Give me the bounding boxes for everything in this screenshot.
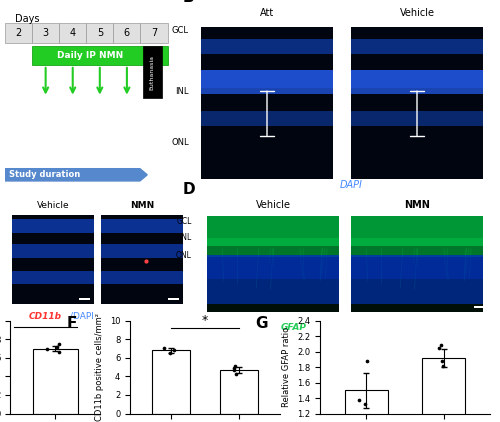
Y-axis label: CD11b positive cells/mm²: CD11b positive cells/mm²	[95, 313, 104, 421]
Text: *: *	[202, 314, 208, 327]
Point	[355, 396, 363, 403]
FancyBboxPatch shape	[32, 23, 59, 43]
Text: NMN: NMN	[130, 200, 154, 210]
Bar	[168, 298, 179, 300]
Bar	[201, 27, 333, 179]
Bar	[12, 244, 94, 258]
Bar	[101, 215, 182, 304]
Bar	[474, 306, 489, 308]
Bar	[351, 238, 483, 257]
Text: 6: 6	[124, 28, 130, 38]
Bar	[220, 370, 258, 414]
Text: Days: Days	[15, 14, 40, 24]
Bar	[201, 111, 333, 126]
Bar	[207, 216, 339, 312]
Point	[438, 362, 446, 369]
Bar	[351, 70, 483, 94]
FancyBboxPatch shape	[114, 23, 140, 43]
Point	[437, 342, 445, 349]
Text: 4: 4	[70, 28, 76, 38]
Text: GFAP: GFAP	[281, 323, 307, 332]
Point	[231, 363, 239, 370]
Text: /DAPI: /DAPI	[70, 312, 94, 321]
Bar	[351, 111, 483, 126]
Text: Euthanasia: Euthanasia	[150, 55, 155, 90]
Point	[166, 350, 174, 357]
Point	[55, 341, 63, 347]
Text: ONL: ONL	[172, 138, 189, 146]
Bar	[201, 70, 333, 88]
Text: ONL: ONL	[176, 251, 192, 260]
Bar	[351, 27, 483, 179]
Bar	[143, 46, 162, 98]
Text: INL: INL	[180, 233, 192, 242]
Text: 5: 5	[96, 28, 103, 38]
Bar	[351, 39, 483, 54]
Text: Vehicle: Vehicle	[256, 200, 290, 210]
FancyBboxPatch shape	[5, 23, 32, 43]
Text: G: G	[256, 316, 268, 331]
Bar	[207, 216, 339, 246]
Point	[160, 344, 168, 351]
Text: 3: 3	[42, 28, 48, 38]
FancyBboxPatch shape	[86, 23, 114, 43]
Bar	[12, 219, 94, 233]
Bar	[351, 70, 483, 88]
Bar	[207, 238, 339, 257]
Text: Study duration: Study duration	[9, 170, 80, 179]
Bar	[201, 70, 333, 94]
Text: CD11b: CD11b	[29, 312, 62, 321]
Bar	[345, 390, 388, 422]
Text: 2: 2	[16, 28, 22, 38]
Text: Vehicle: Vehicle	[400, 8, 434, 18]
Point	[435, 344, 443, 351]
Point	[230, 367, 238, 373]
Text: INL: INL	[176, 87, 189, 97]
FancyBboxPatch shape	[140, 23, 168, 43]
Point	[232, 370, 240, 377]
Point	[438, 357, 446, 364]
Bar	[79, 298, 90, 300]
FancyBboxPatch shape	[59, 23, 86, 43]
Bar	[32, 46, 168, 65]
Point	[43, 345, 51, 352]
Bar	[207, 255, 339, 303]
Point	[362, 401, 370, 408]
Bar	[101, 271, 182, 284]
Text: GCL: GCL	[176, 217, 192, 226]
Text: Att: Att	[260, 8, 274, 18]
Bar	[351, 216, 483, 312]
FancyArrow shape	[5, 169, 147, 181]
Bar	[12, 271, 94, 284]
Point	[363, 357, 371, 364]
Bar	[351, 216, 483, 246]
Bar	[101, 219, 182, 233]
Bar	[422, 358, 465, 422]
Bar	[207, 255, 339, 279]
Text: /DAPI: /DAPI	[333, 323, 357, 332]
Bar	[351, 255, 483, 279]
Bar	[351, 255, 483, 303]
Point	[56, 349, 64, 356]
Point	[230, 365, 237, 371]
Point	[170, 346, 178, 353]
Text: Daily IP NMN: Daily IP NMN	[57, 51, 123, 60]
Text: Vehicle: Vehicle	[37, 200, 70, 210]
Text: NMN: NMN	[404, 200, 430, 210]
Bar	[101, 244, 182, 258]
Text: B: B	[183, 0, 194, 5]
Bar	[201, 39, 333, 54]
Text: DAPI: DAPI	[340, 181, 362, 190]
Bar	[32, 349, 78, 414]
Text: D: D	[183, 182, 196, 197]
Bar	[12, 215, 94, 304]
Text: F: F	[67, 316, 78, 331]
Bar	[152, 350, 190, 414]
Text: 7: 7	[151, 28, 157, 38]
Text: GCL: GCL	[172, 26, 189, 35]
Point	[53, 344, 61, 350]
Y-axis label: Relative GFAP ratio: Relative GFAP ratio	[282, 327, 292, 407]
